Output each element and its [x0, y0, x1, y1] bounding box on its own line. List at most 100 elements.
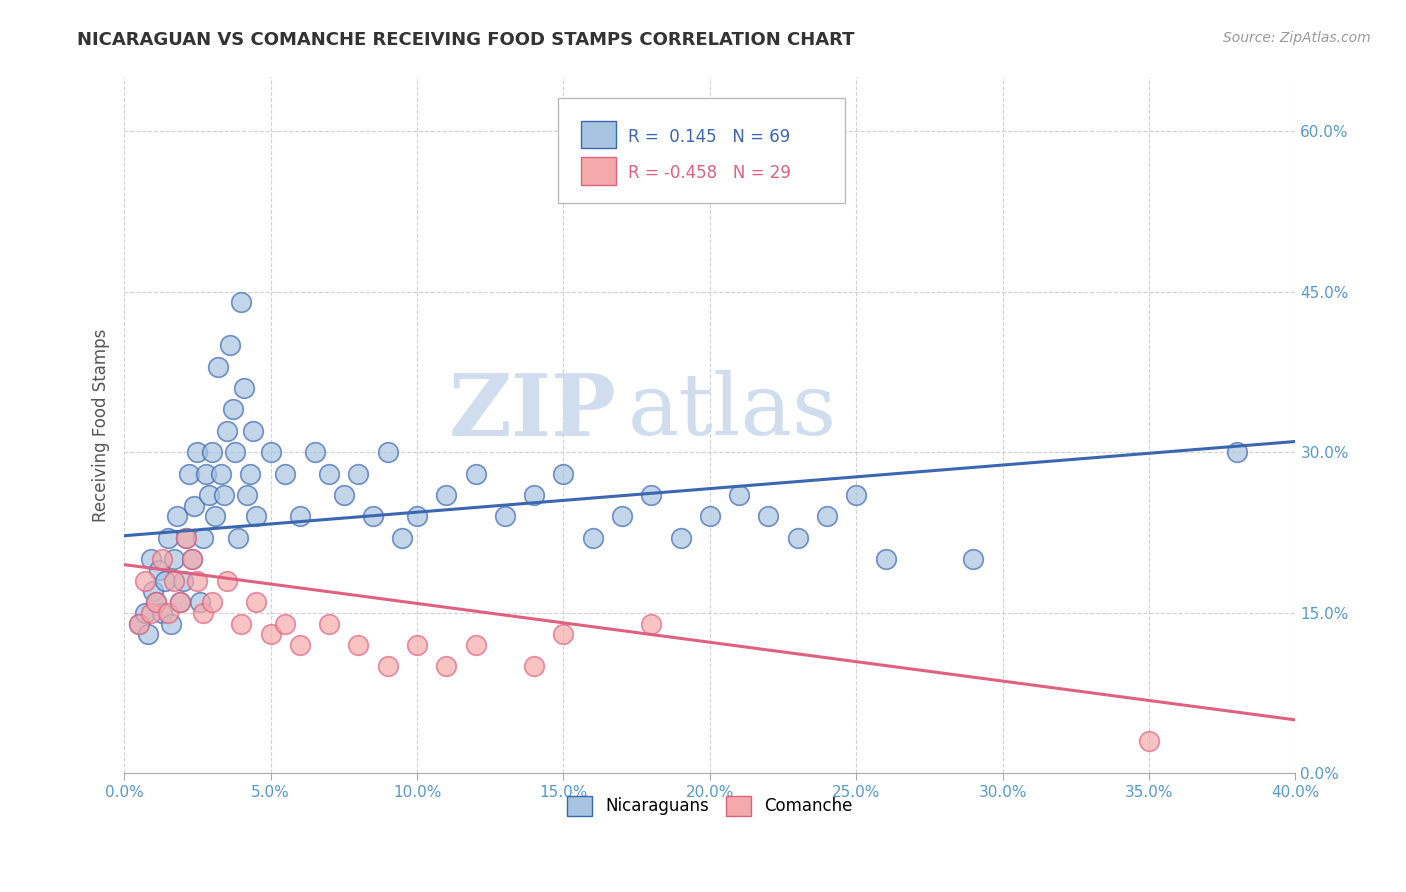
Point: [1137, 734, 1160, 748]
Point: [186, 445, 208, 459]
Point: [215, 424, 238, 438]
Point: [245, 595, 267, 609]
Point: [145, 595, 167, 609]
Point: [845, 488, 868, 502]
Text: R = -0.458   N = 29: R = -0.458 N = 29: [628, 164, 790, 183]
Point: [728, 488, 751, 502]
Point: [180, 552, 202, 566]
Point: [406, 638, 429, 652]
Point: [304, 445, 326, 459]
Point: [361, 509, 384, 524]
Point: [166, 509, 188, 524]
Point: [188, 595, 211, 609]
Point: [157, 606, 180, 620]
Point: [198, 488, 221, 502]
Point: [221, 402, 243, 417]
Point: [239, 467, 262, 481]
Point: [582, 531, 605, 545]
Point: [212, 488, 235, 502]
Point: [215, 574, 238, 588]
Point: [183, 499, 205, 513]
Point: [347, 467, 370, 481]
Point: [139, 606, 162, 620]
Point: [523, 488, 546, 502]
Point: [204, 509, 226, 524]
Point: [169, 595, 191, 609]
Legend: Nicaraguans, Comanche: Nicaraguans, Comanche: [558, 788, 860, 824]
Point: [231, 616, 253, 631]
Point: [553, 467, 575, 481]
Point: [236, 488, 259, 502]
Point: [669, 531, 692, 545]
Point: [163, 574, 186, 588]
Point: [150, 606, 173, 620]
Point: [434, 488, 457, 502]
Point: [699, 509, 721, 524]
Point: [464, 467, 486, 481]
Point: [233, 381, 256, 395]
Point: [174, 531, 197, 545]
Point: [242, 424, 264, 438]
Point: [157, 531, 180, 545]
Point: [245, 509, 267, 524]
Point: [464, 638, 486, 652]
Point: [523, 659, 546, 673]
Point: [155, 574, 177, 588]
Point: [318, 616, 340, 631]
Text: ZIP: ZIP: [449, 369, 616, 453]
Point: [136, 627, 159, 641]
Point: [434, 659, 457, 673]
Text: NICARAGUAN VS COMANCHE RECEIVING FOOD STAMPS CORRELATION CHART: NICARAGUAN VS COMANCHE RECEIVING FOOD ST…: [77, 31, 855, 49]
Point: [259, 445, 281, 459]
Point: [201, 595, 224, 609]
FancyBboxPatch shape: [558, 98, 845, 202]
Point: [169, 595, 191, 609]
Point: [218, 338, 240, 352]
Point: [377, 659, 399, 673]
Point: [207, 359, 229, 374]
Point: [274, 467, 297, 481]
Point: [193, 606, 215, 620]
Point: [128, 616, 150, 631]
Point: [640, 488, 662, 502]
Point: [406, 509, 429, 524]
Point: [139, 552, 162, 566]
Point: [134, 606, 156, 620]
Point: [231, 295, 253, 310]
Point: [274, 616, 297, 631]
Point: [553, 627, 575, 641]
Point: [195, 467, 218, 481]
Point: [377, 445, 399, 459]
Point: [288, 509, 311, 524]
Text: atlas: atlas: [628, 370, 837, 453]
Point: [494, 509, 516, 524]
Point: [318, 467, 340, 481]
Point: [640, 616, 662, 631]
Point: [134, 574, 156, 588]
Point: [786, 531, 808, 545]
Point: [142, 584, 165, 599]
Point: [180, 552, 202, 566]
Point: [148, 563, 170, 577]
Point: [163, 552, 186, 566]
Point: [160, 616, 183, 631]
FancyBboxPatch shape: [581, 158, 616, 186]
Text: Source: ZipAtlas.com: Source: ZipAtlas.com: [1223, 31, 1371, 45]
Point: [128, 616, 150, 631]
Point: [347, 638, 370, 652]
Text: R =  0.145   N = 69: R = 0.145 N = 69: [628, 128, 790, 145]
Point: [333, 488, 356, 502]
Point: [172, 574, 194, 588]
Point: [174, 531, 197, 545]
Point: [288, 638, 311, 652]
Point: [145, 595, 167, 609]
Point: [875, 552, 897, 566]
Point: [815, 509, 838, 524]
Y-axis label: Receiving Food Stamps: Receiving Food Stamps: [93, 329, 110, 522]
Point: [259, 627, 281, 641]
Point: [150, 552, 173, 566]
Point: [962, 552, 984, 566]
Point: [201, 445, 224, 459]
Point: [193, 531, 215, 545]
Point: [177, 467, 200, 481]
